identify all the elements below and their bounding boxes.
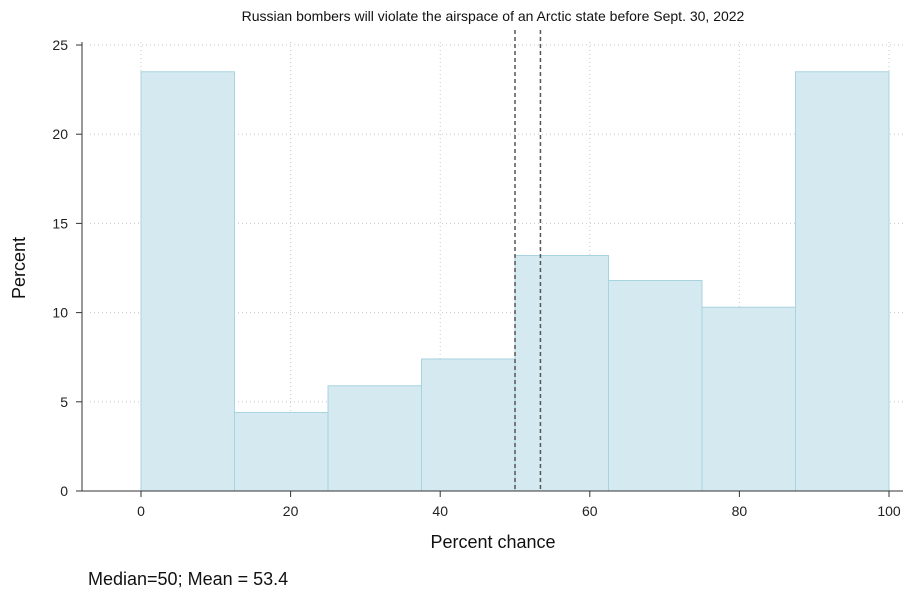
x-tick-label: 80 xyxy=(732,503,748,519)
histogram-bar xyxy=(421,358,516,492)
summary-note: Median=50; Mean = 53.4 xyxy=(88,569,288,589)
tick-labels: 0 5 10 15 20 25 0 20 40 60 80 100 xyxy=(52,37,900,519)
y-tick-label: 20 xyxy=(52,126,68,142)
x-tick-label: 0 xyxy=(137,503,145,519)
y-tick-label: 25 xyxy=(52,37,68,53)
x-axis-title: Percent chance xyxy=(430,532,555,552)
chart-title: Russian bombers will violate the airspac… xyxy=(242,8,745,24)
x-tick-label: 100 xyxy=(877,503,901,519)
histogram-bar xyxy=(327,385,422,492)
y-tick-label: 10 xyxy=(52,305,68,321)
x-tick-label: 20 xyxy=(283,503,299,519)
histogram-bar xyxy=(140,71,235,492)
histogram-bar xyxy=(701,306,796,492)
x-tick-label: 60 xyxy=(582,503,598,519)
x-tick-label: 40 xyxy=(432,503,448,519)
histogram-bar xyxy=(514,255,609,492)
y-tick-label: 15 xyxy=(52,215,68,231)
histogram-bar xyxy=(234,412,329,492)
y-tick-label: 5 xyxy=(60,394,68,410)
bars-layer xyxy=(140,71,890,492)
y-tick-label: 0 xyxy=(60,483,68,499)
y-axis-title: Percent xyxy=(9,237,29,299)
histogram-bar xyxy=(795,71,890,492)
axes-layer xyxy=(76,42,903,497)
histogram-bar xyxy=(608,279,703,492)
